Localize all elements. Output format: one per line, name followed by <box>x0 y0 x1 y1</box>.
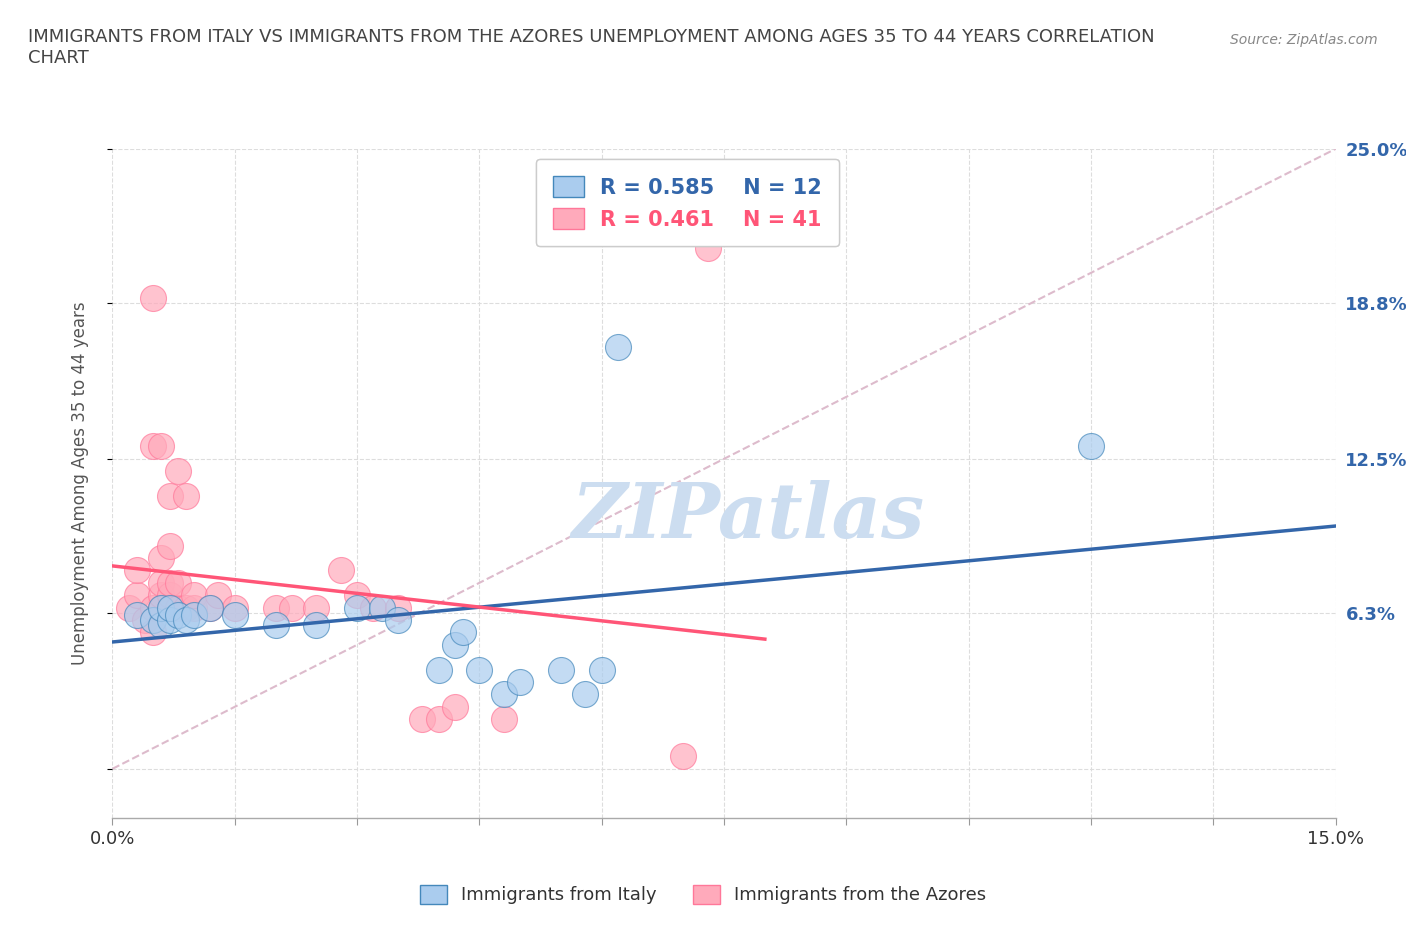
Point <box>134 613 156 628</box>
Point <box>150 551 173 565</box>
Text: Source: ZipAtlas.com: Source: ZipAtlas.com <box>1230 33 1378 46</box>
Point <box>142 439 165 454</box>
Point <box>142 600 165 615</box>
Point <box>411 711 433 726</box>
Point <box>427 662 450 677</box>
Text: IMMIGRANTS FROM ITALY VS IMMIGRANTS FROM THE AZORES UNEMPLOYMENT AMONG AGES 35 T: IMMIGRANTS FROM ITALY VS IMMIGRANTS FROM… <box>28 28 1154 67</box>
Point <box>142 613 165 628</box>
Point <box>363 600 385 615</box>
Y-axis label: Unemployment Among Ages 35 to 44 years: Unemployment Among Ages 35 to 44 years <box>70 302 89 665</box>
Point <box>550 662 572 677</box>
Point <box>166 600 188 615</box>
Point <box>183 607 205 622</box>
Point <box>427 711 450 726</box>
Point <box>492 687 515 702</box>
Point <box>607 339 630 354</box>
Point <box>591 662 613 677</box>
Point <box>672 749 695 764</box>
Point <box>281 600 304 615</box>
Point <box>174 488 197 503</box>
Point <box>150 600 173 615</box>
Point <box>200 600 222 615</box>
Point <box>264 618 287 632</box>
Text: ZIPatlas: ZIPatlas <box>572 480 925 554</box>
Point <box>142 625 165 640</box>
Point <box>492 711 515 726</box>
Point <box>305 618 328 632</box>
Legend: R = 0.585    N = 12, R = 0.461    N = 41: R = 0.585 N = 12, R = 0.461 N = 41 <box>536 159 839 246</box>
Point <box>574 687 596 702</box>
Point <box>166 576 188 591</box>
Point <box>166 607 188 622</box>
Point <box>159 488 181 503</box>
Point <box>166 464 188 479</box>
Point <box>159 538 181 553</box>
Point <box>696 241 718 256</box>
Point <box>150 618 173 632</box>
Point <box>224 600 246 615</box>
Point <box>509 674 531 689</box>
Point <box>346 588 368 603</box>
Point <box>468 662 491 677</box>
Point <box>200 600 222 615</box>
Point <box>159 600 181 615</box>
Point <box>150 439 173 454</box>
Point <box>150 600 173 615</box>
Point <box>159 613 181 628</box>
Point <box>183 588 205 603</box>
Point <box>150 588 173 603</box>
Point <box>150 576 173 591</box>
Point <box>118 600 141 615</box>
Point <box>370 600 392 615</box>
Point <box>183 600 205 615</box>
Point <box>224 607 246 622</box>
Point <box>1080 439 1102 454</box>
Point <box>444 699 467 714</box>
Point <box>451 625 474 640</box>
Point <box>125 563 148 578</box>
Point <box>329 563 352 578</box>
Point <box>159 600 181 615</box>
Point <box>174 600 197 615</box>
Point <box>305 600 328 615</box>
Point <box>346 600 368 615</box>
Point <box>125 607 148 622</box>
Point <box>159 588 181 603</box>
Point <box>159 576 181 591</box>
Legend: Immigrants from Italy, Immigrants from the Azores: Immigrants from Italy, Immigrants from t… <box>412 878 994 911</box>
Point <box>387 613 409 628</box>
Point <box>142 290 165 305</box>
Point <box>444 637 467 652</box>
Point <box>207 588 229 603</box>
Point <box>125 588 148 603</box>
Point <box>174 613 197 628</box>
Point <box>264 600 287 615</box>
Point <box>387 600 409 615</box>
